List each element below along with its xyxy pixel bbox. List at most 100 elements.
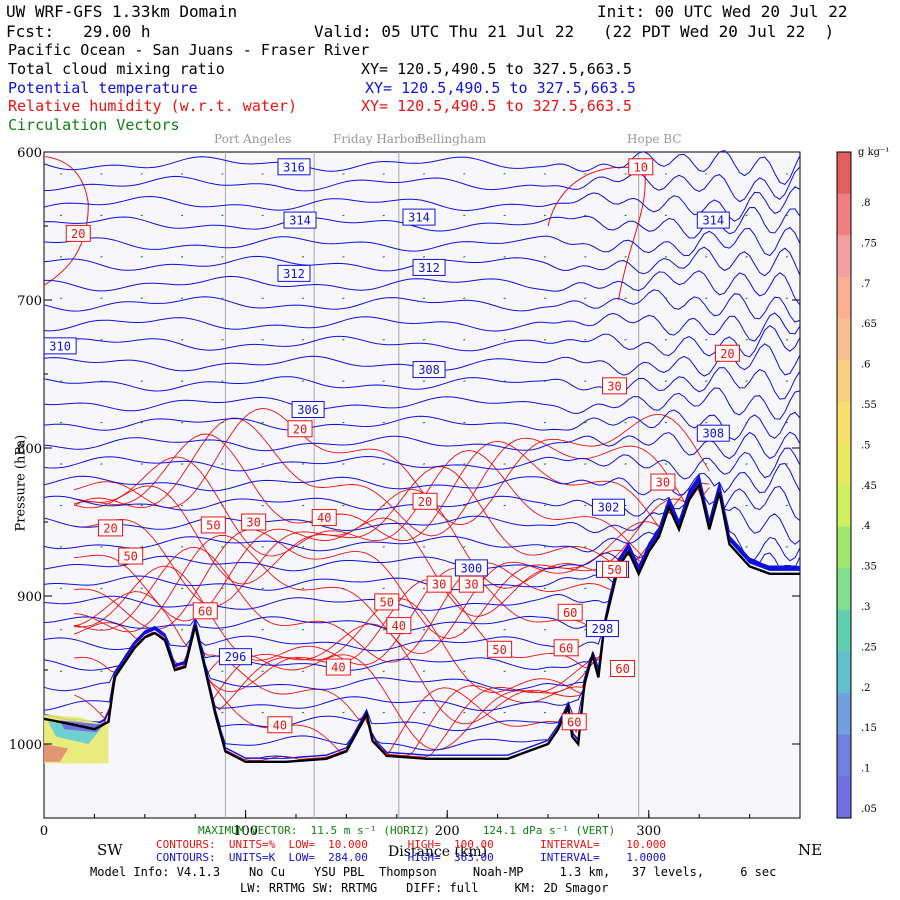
vector-mark: [60, 214, 63, 217]
rh-label-box: [602, 560, 628, 578]
vector-mark: [221, 463, 224, 465]
vector-mark: [100, 173, 103, 175]
theta-contour: [43, 289, 801, 323]
rh-contour: [74, 485, 710, 663]
vector-mark: [543, 297, 547, 300]
vector-mark: [180, 256, 184, 258]
vector-mark: [543, 504, 547, 507]
vector-mark: [543, 421, 547, 424]
vector-mark: [301, 711, 305, 714]
theta-contour: [44, 166, 801, 203]
vector-mark: [503, 214, 506, 217]
vector-mark: [382, 421, 385, 424]
vector-mark: [624, 463, 627, 465]
vector-mark: [100, 711, 103, 714]
vector-mark: [301, 587, 305, 590]
vector-mark: [584, 587, 587, 590]
colorbar-swatch: [837, 318, 851, 361]
vector-mark: [584, 546, 587, 548]
vector-mark: [60, 297, 63, 300]
theta-label-box: [696, 211, 730, 229]
colorbar-swatch: [837, 776, 851, 819]
theta-label: 310: [49, 339, 71, 353]
vector-mark: [543, 546, 547, 548]
vector-mark: [463, 629, 466, 631]
vector-mark: [180, 173, 184, 175]
theta-label-box: [402, 208, 436, 226]
vector-mark: [60, 629, 63, 631]
vector-mark: [463, 421, 466, 424]
vector-mark: [543, 711, 547, 714]
theta-label-box: [412, 258, 446, 276]
theta-label-box: [591, 498, 625, 516]
vector-mark: [180, 463, 184, 465]
field-cloud-mixing: Total cloud mixing ratio: [8, 60, 225, 78]
rh-label-box: [200, 516, 226, 534]
rh-label-box: [98, 519, 124, 537]
rh-label: 30: [464, 578, 478, 592]
vector-mark: [60, 504, 63, 507]
rh-label: 40: [331, 661, 345, 675]
colorbar-label: .25: [861, 642, 877, 653]
rh-label: 30: [432, 578, 446, 592]
vector-mark: [342, 504, 345, 507]
rh-label-box: [557, 603, 583, 621]
vector-mark: [180, 421, 184, 424]
rh-label: 30: [607, 379, 621, 393]
vector-mark: [261, 214, 264, 217]
vector-mark: [60, 421, 63, 424]
vector-mark: [382, 214, 385, 217]
vector-mark: [664, 256, 668, 258]
vector-mark: [503, 463, 506, 465]
vector-mark: [785, 338, 789, 341]
vector-mark: [503, 587, 506, 590]
rh-label-box: [325, 658, 351, 676]
rh-label-box: [714, 344, 740, 362]
theta-contour: [43, 447, 801, 480]
vector-mark: [261, 504, 264, 507]
vector-mark: [221, 711, 224, 714]
field-rh: Relative humidity (w.r.t. water): [8, 97, 297, 115]
vector-mark: [705, 297, 708, 300]
x-tick-label: 200: [435, 824, 460, 839]
vector-mark: [463, 463, 466, 465]
vector-mark: [261, 629, 264, 631]
vector-mark: [261, 546, 264, 548]
vector-mark: [261, 338, 264, 341]
vector-mark: [140, 504, 143, 507]
vector-mark: [342, 546, 345, 548]
theta-label: 308: [702, 427, 724, 441]
colorbar-label: .45: [861, 481, 877, 492]
theta-label-box: [291, 401, 325, 419]
vector-mark: [382, 711, 385, 714]
cloud-region: [48, 721, 101, 744]
field-theta: Potential temperature: [8, 79, 198, 97]
x-axis-label: Distance (km): [388, 844, 488, 860]
vector-mark: [503, 546, 506, 548]
vector-mark: [60, 173, 63, 175]
footer-model-info2: LW: RRTMG SW: RRTMG DIFF: full KM: 2D Sm…: [240, 881, 609, 895]
theta-contour: [43, 312, 801, 342]
vector-mark: [180, 380, 184, 382]
field-theta-xy: XY= 120.5,490.5 to 327.5,663.5: [365, 79, 636, 97]
colorbar-swatch: [837, 526, 851, 569]
vector-mark: [301, 338, 305, 341]
vector-mark: [503, 670, 506, 672]
y-tick-label: 700: [17, 294, 42, 309]
vector-mark: [584, 214, 587, 217]
vector-mark: [221, 297, 224, 300]
rh-label-box: [287, 420, 313, 438]
vector-mark: [584, 421, 587, 424]
vector-mark: [221, 214, 224, 217]
vector-mark: [422, 256, 426, 258]
place-port-angeles: Port Angeles: [214, 132, 292, 146]
vector-mark: [382, 546, 385, 548]
sw-label: SW: [97, 841, 123, 859]
y-tick-label: 1000: [9, 738, 42, 753]
vector-mark: [422, 338, 426, 341]
vector-mark: [301, 297, 305, 300]
vector-mark: [221, 173, 224, 175]
vector-mark: [745, 297, 748, 300]
rh-label: 50: [492, 643, 506, 657]
vector-mark: [463, 214, 466, 217]
